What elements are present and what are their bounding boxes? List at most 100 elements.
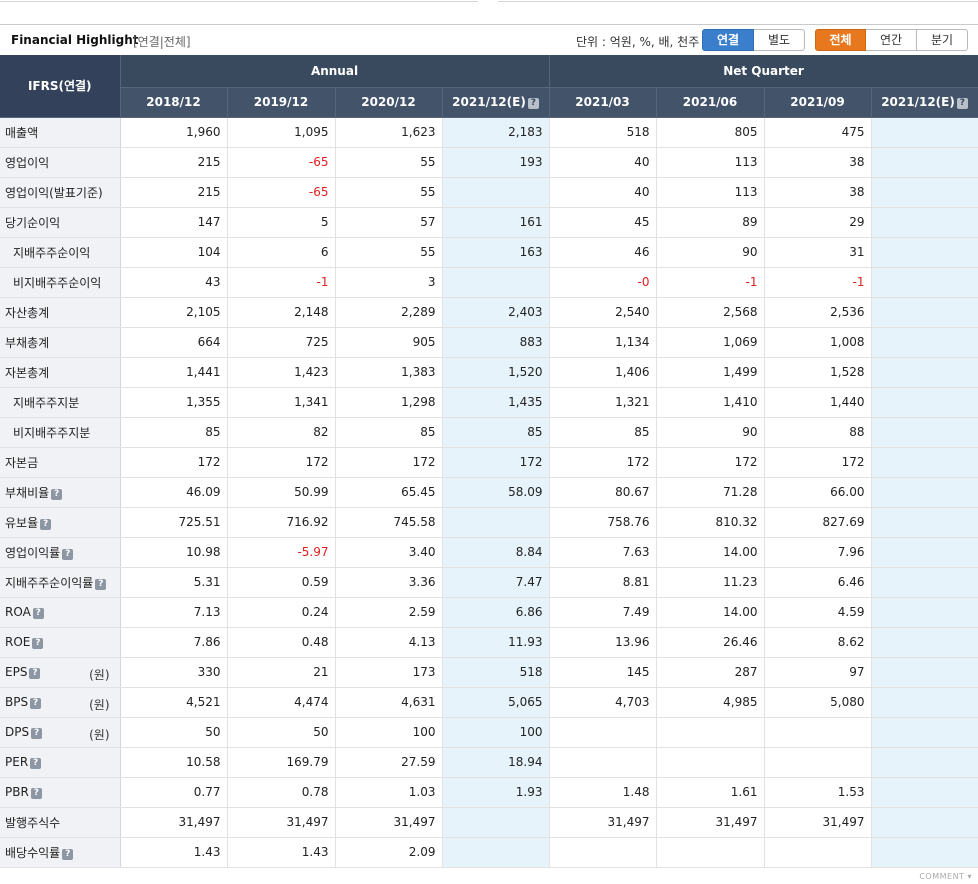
row-label-text: 비지배주주지분 xyxy=(13,425,91,440)
column-header: 2020/12 xyxy=(335,87,443,118)
row-label-text: 부채총계 xyxy=(5,335,50,350)
row-label-text: 지배주주지분 xyxy=(13,395,80,410)
table-cell xyxy=(871,837,978,868)
table-cell xyxy=(871,777,978,808)
table-cell: 43 xyxy=(120,267,228,298)
table-cell xyxy=(871,537,978,568)
table-cell: 80.67 xyxy=(549,477,657,508)
table-cell: 38 xyxy=(764,177,872,208)
table-cell: 97 xyxy=(764,657,872,688)
table-cell: 7.49 xyxy=(549,597,657,628)
table-cell xyxy=(549,837,657,868)
column-header: 2021/09 xyxy=(764,87,872,118)
table-cell: 4,703 xyxy=(549,687,657,718)
row-label: 지배주주지분 xyxy=(0,387,121,418)
table-cell: 2,540 xyxy=(549,297,657,328)
row-label-text: 영업이익(발표기준) xyxy=(5,185,103,200)
row-label: DPS? (원) xyxy=(0,717,121,748)
table-row: 자산총계 2,105 2,148 2,289 2,403 2,540 2,568 2,536 xyxy=(0,297,978,328)
help-icon[interactable]: ? xyxy=(527,98,539,109)
row-label: 배당수익률? xyxy=(0,837,121,868)
table-cell: 55 xyxy=(335,237,443,268)
table-cell: 31,497 xyxy=(656,807,765,838)
comment-link[interactable]: COMMENT ▾ xyxy=(919,872,972,881)
help-icon[interactable]: ? xyxy=(30,758,42,769)
row-label: 유보율? xyxy=(0,507,121,538)
table-cell: 805 xyxy=(656,117,765,148)
table-cell: 113 xyxy=(656,177,765,208)
separate-button[interactable]: 별도 xyxy=(754,29,805,51)
table-row: 매출액 1,960 1,095 1,623 2,183 518 805 475 xyxy=(0,117,978,148)
consolidated-button[interactable]: 연결 xyxy=(702,29,754,51)
table-cell: 85 xyxy=(442,417,550,448)
table-cell: 172 xyxy=(335,447,443,478)
table-cell: 193 xyxy=(442,147,550,178)
table-cell: 1.53 xyxy=(764,777,872,808)
row-label: 부채총계 xyxy=(0,327,121,358)
table-cell: 1,520 xyxy=(442,357,550,388)
section-subtitle: [연결|전체] xyxy=(133,35,191,49)
help-icon[interactable]: ? xyxy=(62,848,74,860)
financial-highlight-table: IFRS(연결) Annual Net Quarter 2018/12 2019/… xyxy=(0,55,978,868)
row-label: 자산총계 xyxy=(0,297,121,328)
table-cell: -0 xyxy=(549,267,657,298)
table-cell xyxy=(871,627,978,658)
row-label: 매출액 xyxy=(0,117,121,148)
row-label-text: 지배주주순이익률 xyxy=(5,575,94,590)
help-icon[interactable]: ? xyxy=(51,488,63,500)
table-cell: 172 xyxy=(120,447,228,478)
table-cell: 475 xyxy=(764,117,872,148)
table-cell: -5.97 xyxy=(227,537,336,568)
column-header: 2021/12(E)? xyxy=(871,87,978,118)
row-label: PER? xyxy=(0,747,121,778)
help-icon[interactable]: ? xyxy=(956,98,968,109)
row-label: 영업이익 xyxy=(0,147,121,178)
help-icon[interactable]: ? xyxy=(30,788,42,799)
table-corner-header: IFRS(연결) xyxy=(0,55,121,118)
help-icon[interactable]: ? xyxy=(62,548,74,560)
quarter-button[interactable]: 분기 xyxy=(917,29,968,51)
table-cell: 0.48 xyxy=(227,627,336,658)
table-row: ROA? 7.13 0.24 2.59 6.86 7.49 14.00 4.59 xyxy=(0,597,978,628)
help-icon[interactable]: ? xyxy=(30,698,42,709)
table-cell: 31,497 xyxy=(120,807,228,838)
table-cell: 50 xyxy=(227,717,336,748)
table-cell: 4.59 xyxy=(764,597,872,628)
row-label: 당기순이익 xyxy=(0,207,121,238)
help-icon[interactable]: ? xyxy=(29,668,41,679)
period-toggle: 전체 연간 분기 xyxy=(815,29,968,51)
table-row: 부채총계 664 725 905 883 1,134 1,069 1,008 xyxy=(0,327,978,358)
all-period-button[interactable]: 전체 xyxy=(815,29,866,51)
table-cell: 147 xyxy=(120,207,228,238)
table-cell: 905 xyxy=(335,327,443,358)
table-cell: 1,960 xyxy=(120,117,228,148)
table-cell: 2,403 xyxy=(442,297,550,328)
row-label: 지배주주순이익 xyxy=(0,237,121,268)
table-cell xyxy=(442,507,550,538)
table-cell: 163 xyxy=(442,237,550,268)
table-cell: 45 xyxy=(549,207,657,238)
table-cell: 50.99 xyxy=(227,477,336,508)
table-cell: 1,298 xyxy=(335,387,443,418)
table-cell: 518 xyxy=(442,657,550,688)
row-label-text: 발행주식수 xyxy=(5,815,61,830)
table-cell: 14.00 xyxy=(656,537,765,568)
table-cell: 6.86 xyxy=(442,597,550,628)
help-icon[interactable]: ? xyxy=(32,638,44,649)
table-cell: 172 xyxy=(764,447,872,478)
table-cell: 5 xyxy=(227,207,336,238)
table-cell: 2,536 xyxy=(764,297,872,328)
table-cell: 1,095 xyxy=(227,117,336,148)
table-cell: 172 xyxy=(549,447,657,478)
table-cell: 518 xyxy=(549,117,657,148)
annual-button[interactable]: 연간 xyxy=(866,29,917,51)
help-icon[interactable]: ? xyxy=(40,518,52,530)
row-label-text: 당기순이익 xyxy=(5,215,61,230)
table-cell: 6 xyxy=(227,237,336,268)
row-label-text: 유보율 xyxy=(5,515,39,530)
help-icon[interactable]: ? xyxy=(95,578,107,590)
help-icon[interactable]: ? xyxy=(31,728,43,739)
help-icon[interactable]: ? xyxy=(32,608,44,619)
row-label: BPS? (원) xyxy=(0,687,121,718)
table-cell xyxy=(871,807,978,838)
